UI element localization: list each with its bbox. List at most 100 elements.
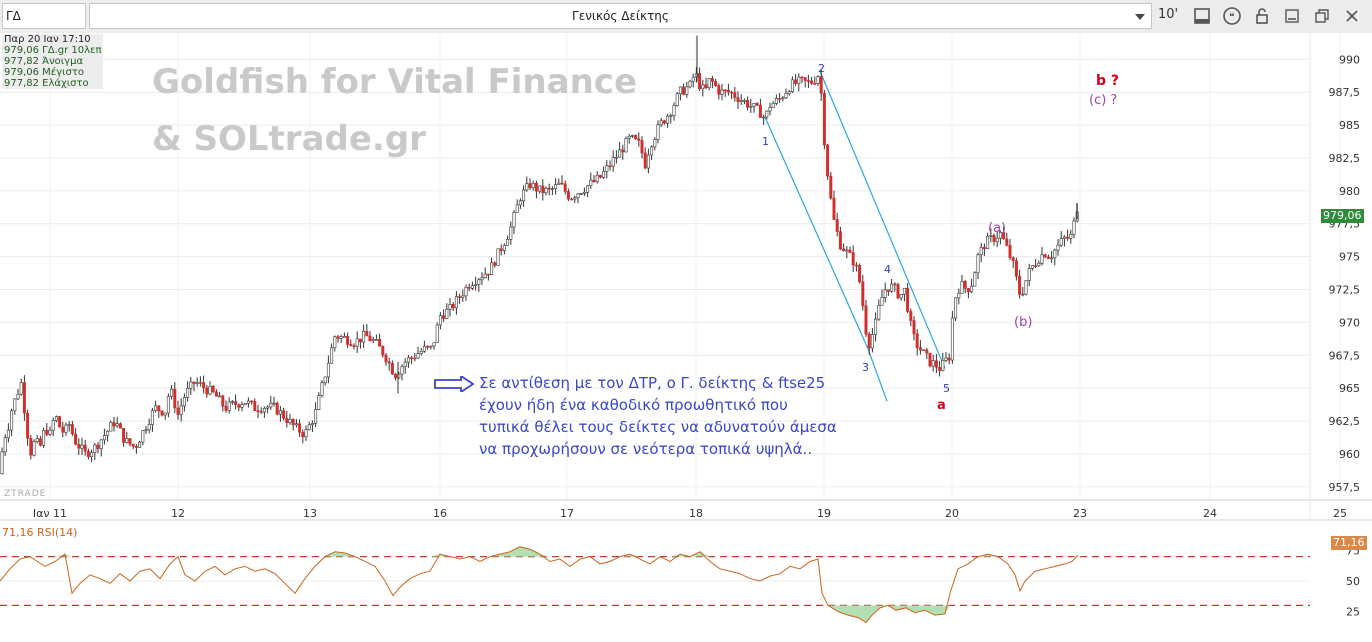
wave-label-b: b ?: [1096, 73, 1120, 89]
candle-body: [1050, 257, 1054, 260]
candle-body: [954, 297, 958, 319]
y-tick-label: 972,5: [1329, 284, 1361, 297]
candle-body: [877, 305, 881, 320]
price-chart[interactable]: 957,5960962,5965967,5970972,5975977,5980…: [0, 33, 1372, 642]
lock-icon[interactable]: [1252, 6, 1272, 26]
wave-label-pb: (b): [1014, 315, 1033, 330]
candle-body: [304, 429, 308, 438]
candle-body: [618, 149, 622, 158]
candle-body: [1014, 260, 1018, 277]
candle-body: [755, 103, 759, 106]
candle-body: [582, 191, 586, 194]
candle-body: [547, 187, 551, 190]
candle-body: [246, 400, 250, 404]
candle-body: [314, 409, 318, 424]
candle-body: [598, 174, 602, 178]
x-tick-label: 17: [560, 507, 574, 520]
candle-body: [109, 422, 113, 432]
candle-body: [570, 198, 574, 201]
candle-body: [378, 338, 382, 347]
candle-body: [61, 426, 65, 433]
candle-body: [1043, 254, 1047, 258]
candle-body: [694, 73, 698, 78]
candle-body: [118, 423, 122, 429]
candle-body: [701, 84, 705, 90]
candle-body: [150, 410, 154, 425]
candle-body: [96, 444, 100, 449]
candle-body: [355, 338, 359, 347]
candle-body: [806, 80, 810, 82]
candle-body: [925, 349, 929, 354]
x-tick-label: 18: [689, 507, 703, 520]
candle-body: [838, 231, 842, 250]
candle-body: [106, 430, 110, 436]
candle-body: [890, 283, 894, 292]
candle-body: [739, 100, 743, 102]
candle-body: [957, 292, 961, 299]
y-tick-label: 967,5: [1329, 349, 1361, 362]
candle-body: [768, 107, 772, 112]
candle-body: [691, 76, 695, 82]
candle-body: [474, 284, 478, 286]
close-icon[interactable]: [1342, 6, 1362, 26]
candle-body: [349, 344, 353, 347]
x-tick-label: 23: [1073, 507, 1087, 520]
candle-body: [778, 98, 782, 100]
candle-body: [493, 262, 497, 266]
x-tick-label: 13: [303, 507, 317, 520]
candle-body: [45, 430, 49, 435]
candle-body: [749, 105, 753, 108]
candle-body: [342, 336, 346, 338]
info-box: Παρ 20 Ιαν 17:10 979,06 ΓΔ.gr 10λεπ 977,…: [2, 34, 104, 89]
candle-body: [720, 89, 724, 95]
candle-body: [467, 286, 471, 289]
candle-body: [858, 265, 862, 283]
wave-label-3: 3: [862, 361, 869, 374]
candle-body: [19, 382, 23, 395]
arrow-right-icon: [434, 376, 475, 392]
candle-body: [634, 135, 638, 140]
candle-body: [893, 283, 897, 286]
candle-body: [339, 336, 343, 339]
chevron-down-icon[interactable]: [1130, 6, 1150, 26]
x-tick-label: 16: [433, 507, 447, 520]
candle-body: [979, 247, 983, 256]
candle-body: [515, 204, 519, 213]
candle-body: [490, 262, 494, 275]
candle-body: [637, 138, 641, 141]
restore-icon[interactable]: [1312, 6, 1332, 26]
candle-body: [208, 386, 212, 395]
candle-body: [301, 432, 305, 438]
candle-body: [422, 345, 426, 352]
candle-body: [669, 115, 673, 117]
candle-body: [1034, 265, 1038, 267]
candle-body: [365, 330, 369, 337]
candle-body: [496, 248, 500, 266]
candle-body: [477, 279, 481, 285]
candle-body: [653, 139, 657, 148]
candle-body: [278, 410, 282, 415]
candle-body: [557, 182, 561, 185]
candle-body: [912, 320, 916, 335]
candle-body: [403, 361, 407, 368]
candle-body: [1002, 232, 1006, 240]
chart-window-icon[interactable]: [1192, 6, 1212, 26]
candle-body: [387, 361, 391, 364]
x-tick-label: 20: [945, 507, 959, 520]
interval-selector[interactable]: 10': [1158, 7, 1179, 22]
candle-body: [480, 277, 484, 281]
symbol-input[interactable]: ΓΔ: [2, 3, 86, 29]
candle-body: [918, 347, 922, 351]
quote-icon[interactable]: ❝: [1222, 6, 1242, 26]
candle-body: [714, 81, 718, 86]
candle-body: [486, 273, 490, 276]
candle-body: [51, 420, 55, 431]
candle-body: [771, 103, 775, 108]
candle-body: [992, 235, 996, 242]
candle-body: [147, 424, 151, 431]
minimize-icon[interactable]: [1282, 6, 1302, 26]
candle-body: [182, 397, 186, 407]
candle-body: [666, 115, 670, 124]
candle-body: [909, 311, 913, 321]
svg-text:❝: ❝: [1229, 12, 1234, 23]
